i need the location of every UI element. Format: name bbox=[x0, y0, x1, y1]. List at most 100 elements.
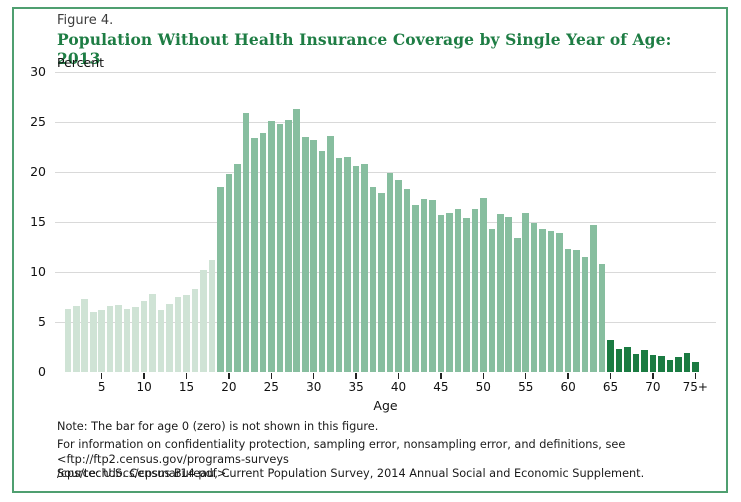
x-axis-label-60: 60 bbox=[560, 380, 576, 394]
bar-age-58 bbox=[547, 231, 555, 372]
x-tick-25 bbox=[270, 373, 273, 379]
x-tick-50 bbox=[482, 373, 485, 379]
x-tick-60 bbox=[567, 373, 569, 379]
bar-age-40 bbox=[395, 180, 402, 372]
figure-number-label: Figure 4. bbox=[57, 13, 114, 28]
y-axis-label-15: 15 bbox=[30, 214, 46, 229]
bar-age-34 bbox=[344, 157, 351, 372]
bar-age-20 bbox=[225, 174, 233, 372]
x-axis-label-50: 50 bbox=[475, 380, 491, 394]
x-tick-15 bbox=[185, 373, 188, 379]
x-tick-55 bbox=[524, 373, 527, 379]
bar-age-70 bbox=[649, 355, 657, 372]
note-text: Note: The bar for age 0 (zero) is not sh… bbox=[57, 420, 379, 433]
bar-age-22 bbox=[242, 113, 250, 372]
bar-age-21 bbox=[234, 164, 241, 372]
x-axis-label-70: 70 bbox=[645, 380, 661, 394]
bar-age-46 bbox=[446, 213, 453, 372]
bar-age-5 bbox=[98, 310, 105, 372]
y-axis-label-5: 5 bbox=[38, 314, 46, 329]
bar-age-10 bbox=[140, 301, 148, 372]
bar-age-23 bbox=[251, 138, 258, 372]
bar-age-6 bbox=[106, 306, 114, 372]
bar-age-33 bbox=[335, 158, 343, 372]
y-axis-label-20: 20 bbox=[30, 164, 46, 179]
bar-age-14 bbox=[174, 297, 182, 372]
y-axis-label-0: 0 bbox=[38, 364, 46, 379]
bar-age-68 bbox=[632, 354, 640, 372]
bar-age-31 bbox=[318, 151, 326, 372]
bar-age-74 bbox=[683, 353, 691, 372]
bar-age-16 bbox=[191, 289, 199, 372]
x-axis-label-25: 25 bbox=[263, 380, 279, 394]
bar-age-48 bbox=[463, 218, 470, 372]
x-axis-label-40: 40 bbox=[390, 380, 407, 394]
gridline-5 bbox=[55, 322, 716, 323]
x-axis-label-20: 20 bbox=[221, 380, 237, 394]
gridline-15 bbox=[55, 222, 716, 223]
bar-age-60 bbox=[564, 249, 572, 372]
x-axis-label-55: 55 bbox=[518, 380, 534, 394]
bar-age-36 bbox=[361, 164, 368, 372]
x-axis-label-45: 45 bbox=[433, 380, 449, 394]
x-tick-70 bbox=[652, 373, 654, 379]
bar-age-45 bbox=[437, 215, 445, 372]
x-axis-label-15: 15 bbox=[178, 380, 195, 394]
bar-age-43 bbox=[420, 199, 428, 372]
gridline-30 bbox=[55, 72, 716, 73]
x-tick-65 bbox=[609, 373, 612, 379]
bar-age-61 bbox=[573, 250, 580, 372]
y-axis-label-25: 25 bbox=[30, 114, 46, 129]
bar-age-13 bbox=[166, 304, 173, 372]
bar-age-18 bbox=[208, 260, 216, 372]
bar-age-29 bbox=[301, 137, 309, 372]
bar-age-25 bbox=[268, 121, 275, 372]
bar-age-32 bbox=[327, 136, 334, 372]
bar-age-73 bbox=[675, 357, 682, 372]
x-tick-40 bbox=[397, 373, 400, 379]
x-tick-30 bbox=[312, 373, 315, 379]
bar-age-71 bbox=[658, 356, 665, 372]
x-axis-title: Age bbox=[373, 398, 398, 413]
x-axis-label-10: 10 bbox=[136, 380, 152, 394]
y-axis-label-10: 10 bbox=[30, 264, 46, 279]
bar-age-24 bbox=[259, 133, 267, 372]
bar-age-66 bbox=[615, 349, 623, 372]
bar-age-47 bbox=[454, 209, 462, 372]
bar-age-57 bbox=[539, 229, 546, 372]
x-axis-label-30: 30 bbox=[306, 380, 322, 394]
y-axis-label-30: 30 bbox=[30, 64, 46, 79]
x-tick-20 bbox=[228, 373, 230, 379]
bar-age-62 bbox=[581, 257, 589, 372]
bar-age-30 bbox=[310, 140, 317, 372]
y-axis-unit-label: Percent bbox=[57, 55, 105, 70]
bar-age-27 bbox=[284, 120, 292, 372]
source-text: Source: U.S. Census Bureau, Current Popu… bbox=[57, 467, 645, 480]
bar-age-72 bbox=[666, 360, 674, 372]
bar-age-59 bbox=[556, 233, 563, 372]
x-tick-75+ bbox=[694, 373, 697, 379]
bar-age-52 bbox=[496, 214, 504, 372]
bar-age-8 bbox=[123, 309, 131, 372]
bar-age-51 bbox=[488, 229, 496, 372]
bar-age-38 bbox=[378, 193, 385, 372]
gridline-20 bbox=[55, 172, 716, 173]
bar-age-9 bbox=[132, 307, 139, 372]
bar-age-44 bbox=[429, 200, 436, 372]
bar-age-67 bbox=[624, 347, 631, 372]
bar-age-19 bbox=[217, 187, 224, 372]
figure-title: Population Without Health Insurance Cove… bbox=[57, 30, 672, 68]
bar-age-3 bbox=[81, 299, 89, 372]
bar-age-49 bbox=[471, 209, 479, 372]
gridline-10 bbox=[55, 272, 716, 273]
bar-age-15 bbox=[183, 295, 190, 372]
x-tick-45 bbox=[440, 373, 442, 379]
bar-age-54 bbox=[513, 238, 521, 372]
bar-age-28 bbox=[293, 109, 301, 372]
bar-age-63 bbox=[590, 225, 597, 372]
x-tick-10 bbox=[143, 373, 145, 379]
bar-age-39 bbox=[386, 173, 394, 372]
info-line: For information on confidentiality prote… bbox=[57, 438, 626, 466]
bar-age-53 bbox=[505, 217, 513, 372]
bar-age-17 bbox=[200, 270, 207, 372]
